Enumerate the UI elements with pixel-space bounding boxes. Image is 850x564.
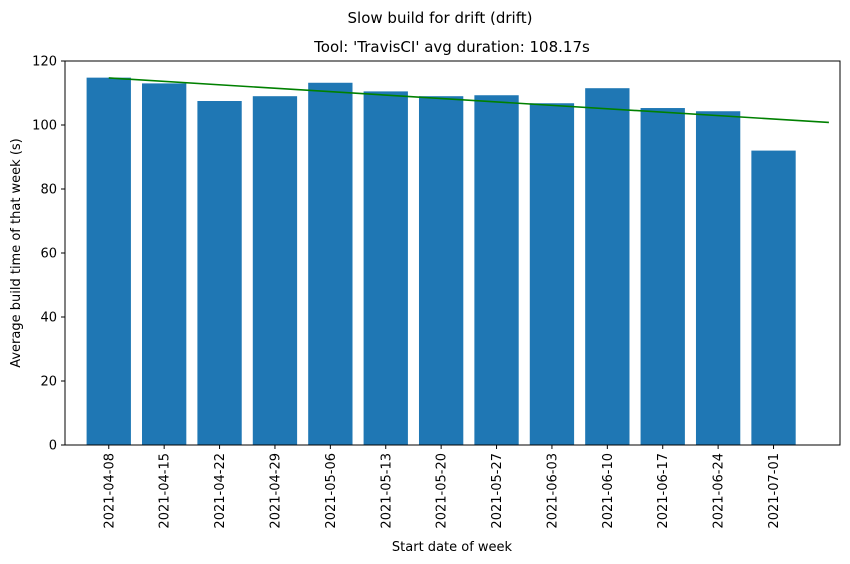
- y-axis: 0 20 40 60 80 100 120: [32, 55, 65, 454]
- x-axis-label: Start date of week: [392, 540, 513, 555]
- x-tick-label: 2021-07-01: [767, 453, 782, 529]
- x-tick-label: 2021-05-06: [324, 453, 339, 529]
- x-tick-label: 2021-06-03: [545, 453, 560, 529]
- x-tick-label: 2021-05-13: [379, 453, 394, 529]
- bar-2021-06-24: [695, 111, 741, 446]
- bar-2021-07-01: [751, 150, 796, 445]
- bar-2021-04-29: [252, 96, 298, 445]
- x-tick-label: 2021-04-29: [268, 453, 283, 529]
- bar-2021-04-22: [197, 101, 242, 445]
- chart-suptitle: Slow build for drift (drift): [348, 9, 533, 27]
- x-tick-label: 2021-04-22: [213, 453, 228, 529]
- bar-2021-04-08: [86, 77, 131, 445]
- x-tick-label: 2021-06-17: [656, 453, 671, 529]
- bar-2021-05-27: [474, 95, 519, 446]
- bars-group: [86, 77, 796, 446]
- x-tick-label: 2021-04-15: [158, 453, 173, 529]
- trend-line: [108, 77, 829, 124]
- bar-2021-06-03: [529, 103, 575, 446]
- x-tick-label: 2021-06-10: [601, 453, 616, 529]
- bar-2021-05-06: [308, 82, 353, 445]
- x-tick-label: 2021-04-08: [102, 453, 117, 529]
- x-tick-label: 2021-05-27: [490, 453, 505, 529]
- bar-2021-04-15: [142, 83, 187, 446]
- y-tick-label: 120: [32, 55, 57, 70]
- chart-title: Tool: 'TravisCI' avg duration: 108.17s: [313, 38, 590, 56]
- y-tick-label: 100: [32, 119, 57, 134]
- y-tick-label: 0: [49, 439, 57, 454]
- bar-2021-06-17: [640, 108, 685, 445]
- x-tick-label: 2021-06-24: [712, 453, 727, 529]
- bar-2021-06-10: [585, 88, 630, 445]
- trendline-group: [108, 77, 829, 124]
- x-tick-label: 2021-05-20: [435, 453, 450, 529]
- y-tick-label: 40: [40, 311, 57, 326]
- bar-2021-05-20: [418, 96, 464, 445]
- y-axis-label: Average build time of that week (s): [9, 138, 24, 368]
- x-axis: 2021-04-08 2021-04-15 2021-04-22 2021-04-29…: [102, 445, 782, 529]
- y-tick-label: 80: [40, 183, 57, 198]
- bar-2021-05-13: [363, 91, 408, 446]
- y-tick-label: 20: [40, 375, 57, 390]
- y-tick-label: 60: [40, 247, 57, 262]
